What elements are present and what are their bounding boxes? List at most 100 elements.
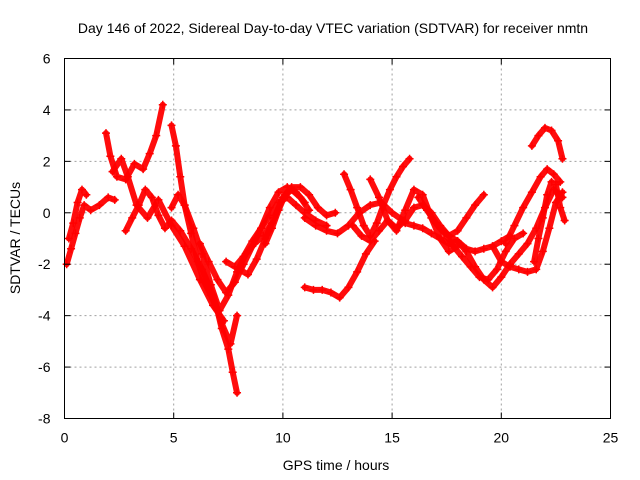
- data-point: [296, 183, 305, 192]
- data-point: [444, 231, 453, 240]
- data-point: [305, 190, 314, 199]
- data-point: [514, 265, 523, 274]
- data-point: [189, 224, 198, 233]
- data-point: [488, 283, 497, 292]
- data-point: [558, 154, 567, 163]
- data-point: [457, 252, 466, 261]
- data-point: [385, 185, 394, 194]
- data-point: [392, 226, 401, 235]
- data-point: [453, 226, 462, 235]
- y-tick-label: 6: [43, 51, 51, 67]
- data-point: [230, 262, 239, 271]
- data-point: [80, 201, 89, 210]
- data-point: [353, 203, 362, 212]
- data-point: [174, 190, 183, 199]
- series-line: [262, 184, 339, 247]
- data-point: [311, 221, 320, 230]
- data-point: [326, 288, 335, 297]
- data-point: [139, 165, 148, 174]
- data-point: [217, 324, 226, 333]
- series-track-22: [530, 177, 569, 266]
- data-point: [274, 188, 283, 197]
- data-point: [252, 255, 261, 264]
- data-point: [154, 211, 163, 220]
- series-line: [109, 155, 227, 324]
- data-point: [248, 237, 257, 246]
- plot-frame: [64, 58, 611, 419]
- data-point: [372, 219, 381, 228]
- data-layer: [62, 100, 569, 397]
- data-point: [497, 273, 506, 282]
- data-point: [222, 288, 231, 297]
- data-point: [108, 167, 117, 176]
- data-point: [206, 280, 215, 289]
- data-point: [239, 252, 248, 261]
- data-point: [344, 283, 353, 292]
- data-point: [322, 226, 331, 235]
- data-point: [309, 285, 318, 294]
- x-tick-label: 15: [384, 430, 400, 446]
- data-point: [300, 213, 309, 222]
- data-point: [243, 270, 252, 279]
- data-point: [471, 262, 480, 271]
- data-point: [158, 100, 167, 109]
- data-point: [409, 221, 418, 230]
- data-point: [488, 242, 497, 251]
- series-line: [301, 238, 378, 301]
- data-point: [261, 239, 270, 248]
- data-point: [67, 244, 76, 253]
- y-tick-label: 4: [43, 102, 51, 118]
- data-point: [233, 311, 242, 320]
- data-point: [101, 129, 110, 138]
- data-point: [532, 265, 541, 274]
- data-point: [167, 216, 176, 225]
- x-tick-label: 25: [603, 430, 619, 446]
- data-point: [551, 180, 560, 189]
- data-point: [335, 293, 344, 302]
- data-point: [77, 185, 86, 194]
- data-point: [112, 172, 121, 181]
- data-point: [257, 224, 266, 233]
- data-point: [346, 185, 355, 194]
- data-point: [313, 203, 322, 212]
- data-point: [556, 177, 565, 186]
- y-tick-label: -6: [38, 359, 51, 375]
- data-point: [543, 165, 552, 174]
- data-point: [357, 231, 366, 240]
- data-point: [117, 154, 126, 163]
- data-point: [213, 275, 222, 284]
- data-point: [436, 234, 445, 243]
- data-point: [497, 257, 506, 266]
- x-tick-label: 0: [61, 430, 69, 446]
- data-point: [274, 206, 283, 215]
- data-point: [549, 170, 558, 179]
- data-point: [300, 283, 309, 292]
- y-axis-title: SDTVAR / TECUs: [7, 182, 23, 294]
- series-track-2: [64, 185, 91, 243]
- series-track-12: [300, 237, 379, 302]
- data-point: [423, 206, 432, 215]
- data-point: [534, 131, 543, 140]
- data-point: [110, 195, 119, 204]
- data-point: [409, 185, 418, 194]
- data-point: [510, 234, 519, 243]
- chart-title: Day 146 of 2022, Sidereal Day-to-day VTE…: [78, 20, 588, 36]
- data-point: [121, 226, 130, 235]
- data-point: [215, 306, 224, 315]
- data-point: [331, 208, 340, 217]
- data-point: [388, 208, 397, 217]
- data-point: [444, 247, 453, 256]
- data-point: [267, 224, 276, 233]
- data-point: [540, 123, 549, 132]
- series-line: [223, 194, 330, 270]
- data-point: [95, 201, 104, 210]
- data-point: [366, 201, 375, 210]
- data-point: [353, 267, 362, 276]
- data-point: [82, 190, 91, 199]
- data-point: [462, 247, 471, 256]
- data-point: [556, 203, 565, 212]
- data-point: [405, 154, 414, 163]
- data-point: [230, 278, 239, 287]
- data-point: [180, 201, 189, 210]
- data-point: [401, 206, 410, 215]
